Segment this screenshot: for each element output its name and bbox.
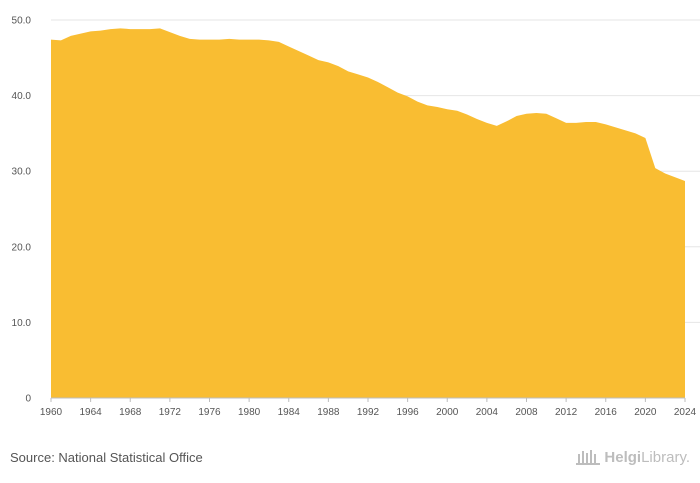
x-tick-label: 2004 <box>476 407 499 418</box>
source-note: Source: National Statistical Office <box>10 450 203 465</box>
brand-name-rest: Library. <box>641 448 690 466</box>
x-tick-label: 1968 <box>119 407 142 418</box>
x-tick-label: 1996 <box>397 407 420 418</box>
brand-name-bold: Helgi <box>604 448 642 466</box>
x-tick-label: 2020 <box>634 407 657 418</box>
y-tick-label: 0 <box>25 394 31 405</box>
y-tick-label: 40.0 <box>12 91 32 102</box>
area-chart: 010.020.030.040.050.0 1960 1964 1968 1972 19… <box>12 16 700 418</box>
x-tick-label: 1984 <box>278 407 301 418</box>
library-icon <box>576 450 601 465</box>
brand-logo[interactable]: HelgiLibrary. <box>576 448 690 466</box>
x-tick-label: 2016 <box>595 407 618 418</box>
x-tick-label: 1976 <box>198 407 221 418</box>
x-tick-label: 2012 <box>555 407 578 418</box>
y-tick-label: 30.0 <box>12 167 32 178</box>
x-tick-label: 2024 <box>674 407 697 418</box>
y-tick-label: 10.0 <box>12 318 32 329</box>
y-tick-label: 20.0 <box>12 242 32 253</box>
y-axis-tick-labels: 0 10.0 20.0 30.0 40.0 50.0 <box>12 16 32 405</box>
x-tick-label: 2008 <box>515 407 538 418</box>
x-axis-tick-labels: 1960 1964 1968 1972 1976 1980 1984 1988 1992 1996… <box>40 398 697 418</box>
area-series <box>51 28 685 398</box>
x-tick-label: 1964 <box>80 407 103 418</box>
x-tick-label: 1980 <box>238 407 261 418</box>
x-tick-label: 1988 <box>317 407 340 418</box>
brand-name: HelgiLibrary. <box>604 449 690 466</box>
x-tick-label: 1960 <box>40 407 63 418</box>
y-tick-label: 50.0 <box>12 16 32 27</box>
x-tick-label: 1992 <box>357 407 380 418</box>
x-tick-label: 2000 <box>436 407 459 418</box>
x-tick-label: 1972 <box>159 407 182 418</box>
